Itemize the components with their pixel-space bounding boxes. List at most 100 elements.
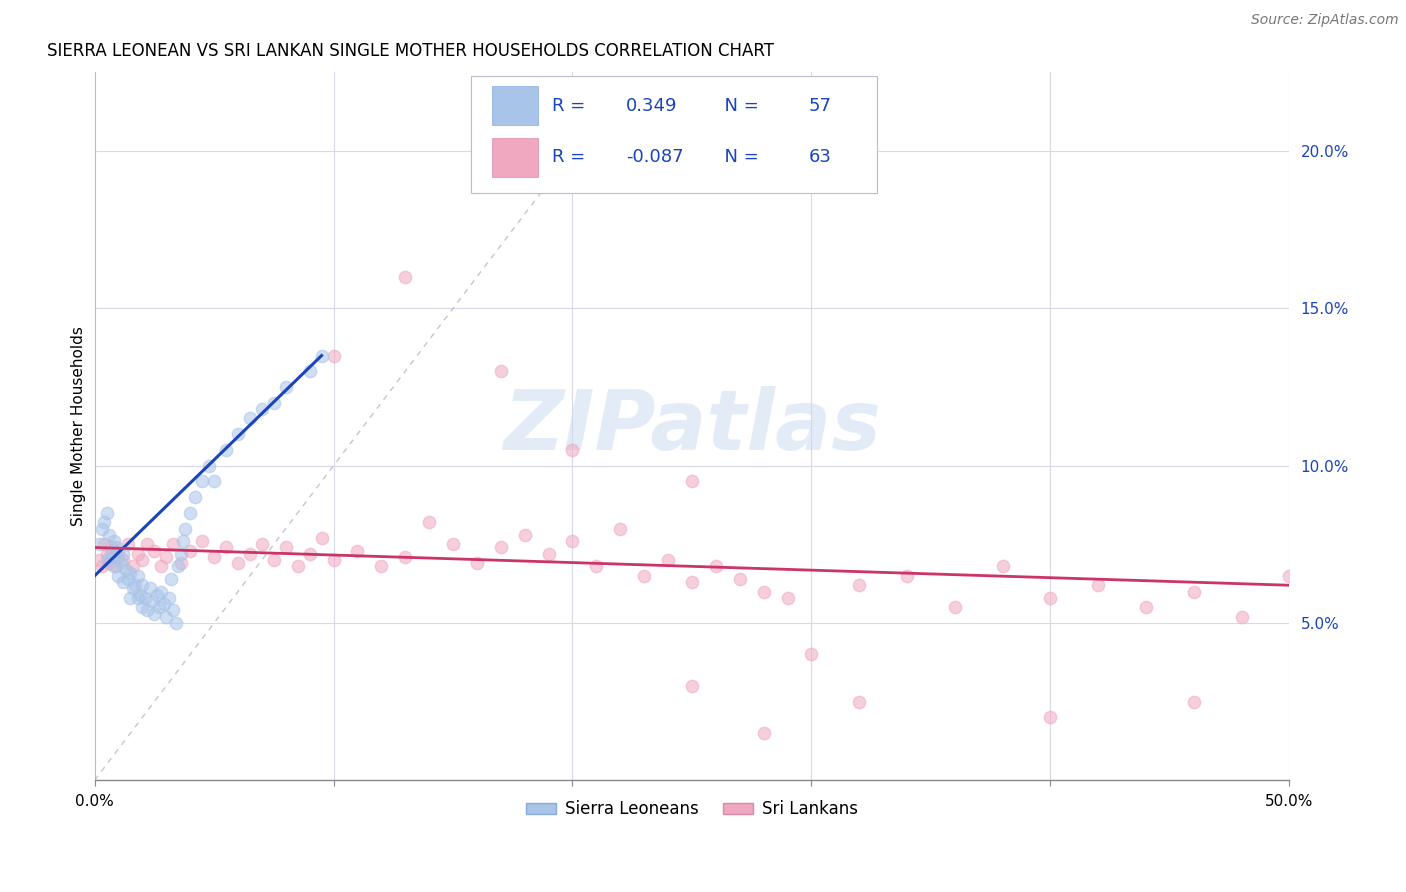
Point: [103, 534, 125, 549]
Point: [322, 349, 344, 363]
Point: [287, 559, 309, 574]
Point: [179, 543, 201, 558]
Bar: [492, 87, 538, 125]
Point: [157, 591, 180, 605]
Point: [311, 531, 333, 545]
Point: [121, 559, 143, 574]
Point: [141, 594, 163, 608]
Point: [1230, 609, 1253, 624]
Point: [1087, 578, 1109, 592]
Point: [848, 695, 870, 709]
Point: [202, 475, 225, 489]
Point: [250, 402, 273, 417]
Text: SIERRA LEONEAN VS SRI LANKAN SINGLE MOTHER HOUSEHOLDS CORRELATION CHART: SIERRA LEONEAN VS SRI LANKAN SINGLE MOTH…: [46, 42, 773, 60]
Point: [112, 547, 135, 561]
Point: [97, 528, 120, 542]
Point: [179, 506, 201, 520]
Point: [465, 556, 488, 570]
Point: [263, 396, 285, 410]
Point: [107, 569, 129, 583]
Point: [561, 534, 583, 549]
Point: [274, 380, 297, 394]
Point: [124, 578, 146, 592]
Point: [127, 547, 149, 561]
Point: [489, 541, 512, 555]
Point: [226, 556, 249, 570]
Point: [346, 543, 368, 558]
Text: Source: ZipAtlas.com: Source: ZipAtlas.com: [1251, 13, 1399, 28]
Point: [394, 269, 416, 284]
FancyBboxPatch shape: [471, 76, 877, 193]
Point: [138, 582, 160, 596]
Point: [165, 615, 187, 630]
Point: [160, 572, 183, 586]
Text: 0.349: 0.349: [626, 96, 678, 115]
Point: [1182, 584, 1205, 599]
Bar: [492, 138, 538, 177]
Point: [215, 442, 238, 457]
Y-axis label: Single Mother Households: Single Mother Households: [72, 326, 86, 526]
Point: [1182, 695, 1205, 709]
Point: [215, 541, 238, 555]
Point: [174, 522, 197, 536]
Point: [162, 603, 184, 617]
Point: [121, 582, 143, 596]
Point: [800, 648, 823, 662]
Point: [89, 537, 111, 551]
Point: [155, 609, 177, 624]
Point: [131, 553, 153, 567]
Point: [105, 559, 128, 574]
Point: [107, 543, 129, 558]
Point: [100, 541, 122, 555]
Point: [298, 547, 321, 561]
Point: [752, 726, 775, 740]
Point: [169, 547, 191, 561]
Point: [1278, 569, 1301, 583]
Point: [896, 569, 918, 583]
Point: [143, 607, 166, 621]
Point: [585, 559, 607, 574]
Legend: Sierra Leoneans, Sri Lankans: Sierra Leoneans, Sri Lankans: [520, 794, 865, 825]
Point: [191, 534, 214, 549]
Point: [394, 549, 416, 564]
Point: [991, 559, 1014, 574]
Point: [96, 553, 118, 567]
Point: [110, 556, 132, 570]
Point: [117, 537, 139, 551]
Point: [250, 537, 273, 551]
Point: [120, 591, 142, 605]
Point: [97, 556, 120, 570]
Point: [776, 591, 799, 605]
Point: [148, 600, 170, 615]
Text: 57: 57: [808, 96, 832, 115]
Point: [131, 578, 153, 592]
Point: [93, 516, 115, 530]
Point: [136, 603, 159, 617]
Point: [943, 600, 966, 615]
Point: [145, 588, 167, 602]
Point: [96, 547, 118, 561]
Point: [134, 591, 156, 605]
Text: N =: N =: [713, 148, 770, 167]
Point: [681, 475, 703, 489]
Point: [202, 549, 225, 564]
Point: [489, 364, 512, 378]
Point: [150, 584, 173, 599]
Point: [172, 534, 194, 549]
Point: [1039, 710, 1062, 724]
Point: [418, 516, 440, 530]
Point: [100, 547, 122, 561]
Point: [298, 364, 321, 378]
Point: [131, 600, 153, 615]
Point: [609, 522, 631, 536]
Text: ZIPatlas: ZIPatlas: [503, 386, 882, 467]
Point: [184, 490, 207, 504]
Point: [114, 562, 136, 576]
Text: -0.087: -0.087: [626, 148, 683, 167]
Point: [752, 584, 775, 599]
Point: [704, 559, 727, 574]
Point: [191, 475, 214, 489]
Text: R =: R =: [553, 148, 591, 167]
Point: [633, 569, 655, 583]
Point: [93, 537, 115, 551]
